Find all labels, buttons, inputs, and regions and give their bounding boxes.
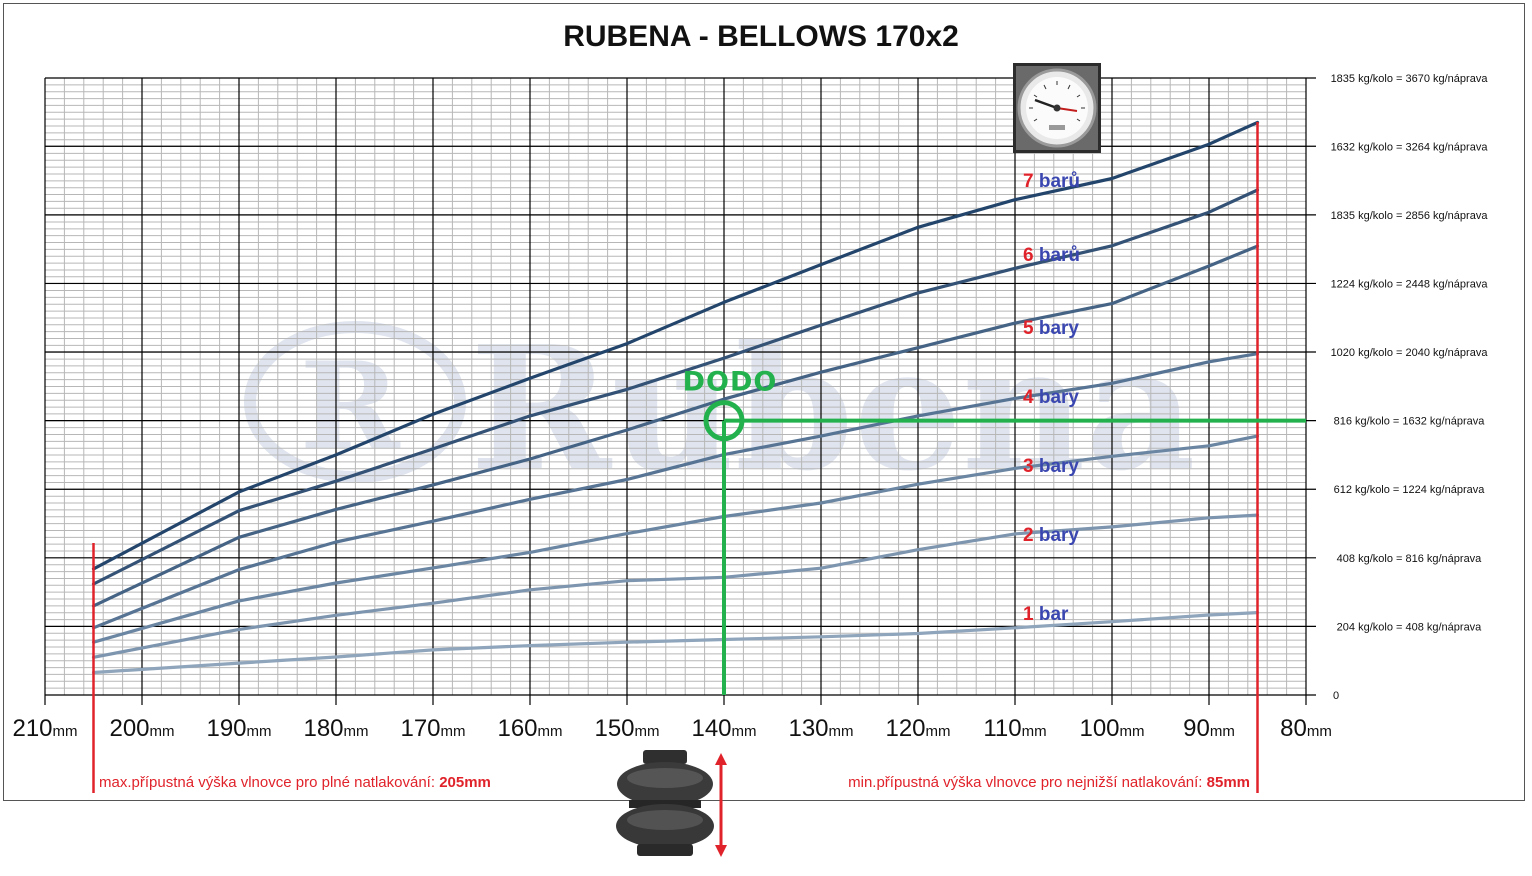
x-tick-unit: mm (1307, 723, 1332, 740)
y-axis-tick-labels: 0 204 kg/kolo = 408 kg/náprava 408 kg/kolo… (1331, 73, 1489, 702)
series-label-number: 4 (1023, 387, 1039, 408)
chart-frame (3, 3, 1525, 801)
x-axis-tick-labels: 210mm 200mm 190mm 180mm 170mm 160mm 150mm 140mm… (12, 715, 1331, 742)
y-tick-label: 816 kg/kolo = 1632 kg/náprava (1334, 416, 1486, 428)
air-bellows-icon (616, 750, 714, 856)
x-tick-unit: mm (926, 723, 951, 740)
y-tick-label: 0 (1333, 690, 1339, 702)
y-tick-label: 408 kg/kolo = 816 kg/náprava (1337, 553, 1483, 565)
x-tick-number: 170 (400, 715, 440, 742)
x-tick-label: 100mm (1079, 715, 1144, 742)
x-tick-number: 150 (594, 715, 634, 742)
series-label-6-bar: 6 barů (1023, 245, 1080, 266)
height-limit-lines (92, 122, 1259, 793)
series-label-4-bar: 4 bary (1023, 387, 1079, 408)
x-tick-number: 100 (1079, 715, 1119, 742)
series-line-2-bar (91, 513, 1260, 659)
x-tick-label: 200mm (109, 715, 174, 742)
x-tick-label: 120mm (885, 715, 950, 742)
reading-marker: DODO (683, 367, 1306, 695)
series-label-unit: bary (1039, 387, 1080, 408)
x-tick-unit: mm (635, 723, 660, 740)
series-line-5-bar (91, 244, 1260, 608)
y-tick-label: 1224 kg/kolo = 2448 kg/náprava (1331, 278, 1489, 290)
min-height-note: min.přípustná výška vlnovce pro nejnižší… (848, 774, 1250, 791)
x-tick-unit: mm (247, 723, 272, 740)
x-tick-number: 120 (885, 715, 925, 742)
x-tick-label: 110mm (983, 715, 1046, 742)
marker-label: DODO (683, 367, 778, 398)
series-label-unit: bary (1039, 318, 1080, 339)
y-tick-label: 1835 kg/kolo = 2856 kg/náprava (1331, 210, 1489, 222)
major-grid (44, 77, 1316, 705)
series-label-3-bar: 3 bary (1023, 456, 1079, 477)
series-label-unit: barů (1039, 245, 1080, 266)
x-tick-label: 90mm (1183, 715, 1235, 742)
series-label-unit: bary (1039, 525, 1080, 546)
x-tick-number: 210 (12, 715, 52, 742)
series-label-unit: barů (1039, 171, 1080, 192)
y-tick-label: 612 kg/kolo = 1224 kg/náprava (1334, 484, 1486, 496)
series-line-7-bar (91, 120, 1260, 571)
x-tick-label: 190mm (206, 715, 271, 742)
series-label-5-bar: 5 bary (1023, 318, 1079, 339)
x-tick-number: 160 (497, 715, 537, 742)
series-line-1-bar (91, 610, 1260, 675)
chart-title: RUBENA - BELLOWS 170x2 (563, 20, 959, 53)
x-tick-label: 80mm (1280, 715, 1332, 742)
x-tick-number: 200 (109, 715, 149, 742)
watermark-logo-letter: R (300, 336, 401, 477)
x-tick-unit: mm (53, 723, 78, 740)
y-tick-label: 1835 kg/kolo = 3670 kg/náprava (1331, 73, 1489, 85)
x-tick-unit: mm (344, 723, 369, 740)
x-tick-number: 140 (691, 715, 731, 742)
series-line-6-bar (91, 188, 1260, 586)
height-arrow-icon (715, 753, 727, 857)
x-tick-label: 170mm (400, 715, 465, 742)
x-tick-number: 130 (788, 715, 828, 742)
x-tick-label: 150mm (594, 715, 659, 742)
x-tick-number: 180 (303, 715, 343, 742)
max-height-note: max.přípustná výška vlnovce pro plné nat… (99, 774, 491, 791)
series-label-unit: bary (1039, 456, 1080, 477)
series-label-number: 2 (1023, 525, 1039, 546)
x-tick-unit: mm (538, 723, 563, 740)
series-label-number: 7 (1023, 171, 1039, 192)
x-tick-unit: mm (1120, 723, 1145, 740)
x-tick-unit: mm (1210, 723, 1235, 740)
y-tick-label: 1632 kg/kolo = 3264 kg/náprava (1331, 141, 1489, 153)
y-tick-label: 1020 kg/kolo = 2040 kg/náprava (1331, 347, 1489, 359)
series-label-7-bar: 7 barů (1023, 171, 1080, 192)
x-tick-unit: mm (150, 723, 175, 740)
y-tick-label: 204 kg/kolo = 408 kg/náprava (1337, 621, 1483, 633)
x-tick-unit: mm (732, 723, 757, 740)
pressure-gauge-icon (1013, 63, 1101, 153)
x-tick-label: 210mm (12, 715, 77, 742)
x-tick-number: 110 (983, 715, 1021, 742)
series-label-2-bar: 2 bary (1023, 525, 1079, 546)
series-label-number: 3 (1023, 456, 1039, 477)
series-label-number: 1 (1023, 604, 1039, 625)
x-tick-number: 80 (1280, 715, 1307, 742)
x-tick-unit: mm (441, 723, 466, 740)
series-label-unit: bar (1039, 604, 1069, 625)
x-tick-number: 90 (1183, 715, 1210, 742)
series-label-number: 5 (1023, 318, 1039, 339)
series-label-number: 6 (1023, 245, 1039, 266)
x-tick-label: 160mm (497, 715, 562, 742)
minor-grid (44, 77, 1307, 696)
x-tick-unit: mm (829, 723, 854, 740)
x-tick-unit: mm (1022, 723, 1047, 740)
x-tick-label: 140mm (691, 715, 756, 742)
marker-circle (703, 400, 745, 442)
x-tick-number: 190 (206, 715, 246, 742)
x-tick-label: 130mm (788, 715, 853, 742)
x-tick-label: 180mm (303, 715, 368, 742)
series-label-1-bar: 1 bar (1023, 604, 1069, 625)
